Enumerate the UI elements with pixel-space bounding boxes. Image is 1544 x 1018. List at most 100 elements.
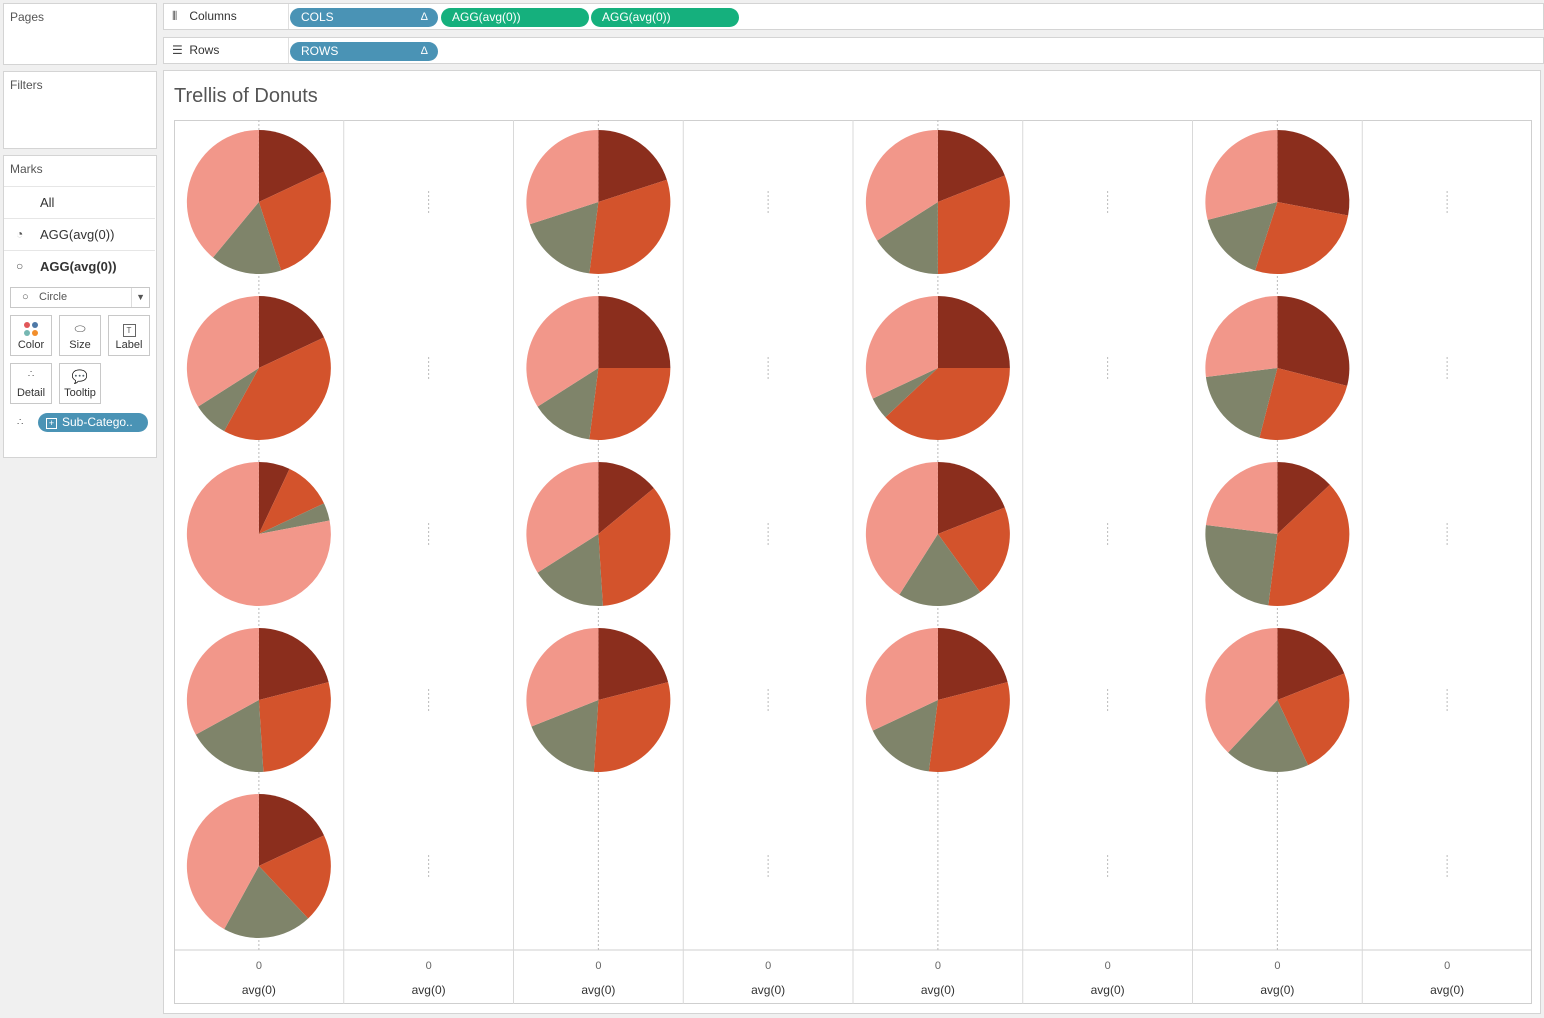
pie-slice — [1205, 462, 1278, 534]
pie-slice — [526, 462, 599, 573]
color-button[interactable]: Color — [10, 315, 52, 356]
columns-shelf[interactable]: ⦀ Columns COLS Δ AGG(avg(0)) AGG(avg(0)) — [163, 3, 1544, 30]
pie-slice — [1205, 524, 1278, 606]
pie-slice — [186, 296, 259, 407]
cols-pill-label: COLS — [301, 10, 334, 24]
pie-slice — [1277, 296, 1350, 386]
plus-box-icon: + — [46, 418, 57, 429]
size-icon: ⬭ — [74, 321, 86, 336]
axis-title: avg(0) — [1091, 983, 1125, 997]
columns-icon: ⦀ — [172, 9, 178, 23]
pie-slice — [865, 462, 938, 595]
filters-card[interactable]: Filters — [3, 71, 157, 149]
sub-category-pill[interactable]: + Sub-Catego.. — [38, 413, 148, 432]
agg-avg-pill-label: AGG(avg(0)) — [452, 10, 521, 24]
sub-category-pill-label: Sub-Catego.. — [62, 415, 133, 429]
color-button-label: Color — [17, 339, 45, 351]
marks-title: Marks — [10, 162, 43, 176]
pie-slice — [258, 462, 290, 534]
rows-label-text: Rows — [189, 43, 220, 57]
axis-title: avg(0) — [581, 983, 615, 997]
columns-label-text: Columns — [189, 9, 237, 23]
pie-slice — [186, 628, 259, 735]
pages-title: Pages — [10, 10, 45, 24]
pie-slice — [598, 296, 671, 368]
pie-slice — [937, 130, 1005, 202]
circle-icon: ○ — [22, 291, 29, 303]
cols-pill[interactable]: COLS Δ — [290, 8, 438, 27]
pie-slice — [1255, 202, 1349, 274]
marks-card: Marks All ◔ AGG(avg(0)) ○ AGG(avg(0)) ○ … — [3, 155, 157, 458]
pie-slice — [899, 534, 981, 606]
axis-zero-tick: 0 — [935, 960, 941, 972]
pie-slice — [1277, 628, 1345, 700]
pie-slice — [186, 130, 259, 258]
label-button-label: Label — [115, 339, 143, 351]
rows-shelf-label: ☰ Rows — [164, 38, 289, 63]
label-button[interactable]: T Label — [108, 315, 150, 356]
axis-zero-tick: 0 — [1274, 960, 1280, 972]
pie-slice — [872, 700, 938, 772]
pie-slice — [224, 866, 309, 938]
detail-button[interactable]: ∴ Detail — [10, 363, 52, 404]
pie-slice — [1268, 484, 1350, 606]
detail-dots-icon: ∴ — [17, 417, 24, 428]
pie-slice — [258, 682, 331, 772]
trellis-chart: 0 avg(0) 0 avg(0) 0 avg(0) 0 avg(0) 0 avg(0) 0 avg(… — [174, 120, 1532, 1004]
size-button[interactable]: ⬭ Size — [59, 315, 101, 356]
pie-slice — [258, 503, 330, 534]
marks-layer-circle[interactable]: ○ AGG(avg(0)) — [4, 250, 155, 281]
axis-title: avg(0) — [751, 983, 785, 997]
pie-slice — [258, 296, 325, 368]
rows-shelf[interactable]: ☰ Rows ROWS Δ — [163, 37, 1544, 64]
pie-slice — [937, 175, 1010, 274]
agg-avg-pill-2[interactable]: AGG(avg(0)) — [591, 8, 739, 27]
filters-title: Filters — [10, 78, 43, 92]
pie-slice — [526, 296, 599, 407]
pie-slice — [258, 171, 331, 271]
rows-pill[interactable]: ROWS Δ — [290, 42, 438, 61]
axis-zero-tick: 0 — [765, 960, 771, 972]
pie-slice — [589, 368, 671, 440]
marks-layer-pie[interactable]: ◔ AGG(avg(0)) — [4, 218, 155, 249]
size-button-label: Size — [69, 339, 91, 351]
pie-slice — [258, 835, 331, 919]
pie-slice — [224, 337, 331, 440]
pie-slice — [537, 534, 603, 606]
pie-slice — [529, 202, 599, 274]
pie-slice — [1205, 130, 1278, 220]
pie-slice — [526, 628, 599, 727]
pie-slice — [1228, 700, 1309, 772]
marks-all-row[interactable]: All — [4, 186, 155, 217]
pages-card: Pages — [3, 3, 157, 65]
pie-slice — [198, 368, 259, 432]
label-text-icon: T — [109, 321, 149, 337]
tooltip-speech-icon: 💬 — [71, 369, 89, 384]
mark-type-dropdown[interactable]: ○ Circle ▼ — [10, 287, 150, 308]
pie-slice — [928, 682, 1010, 772]
chevron-down-icon: ▼ — [131, 288, 145, 307]
pie-slice — [937, 462, 1005, 534]
pie-slice — [258, 130, 325, 202]
trellis-grid: 0 avg(0) 0 avg(0) 0 avg(0) 0 avg(0) 0 avg(0) 0 avg(… — [174, 120, 1532, 1004]
pie-slice — [258, 468, 325, 534]
pie-slice — [865, 130, 938, 241]
pie-icon: ◔ — [16, 227, 24, 241]
pie-slice — [1277, 462, 1330, 534]
pie-slice — [593, 682, 671, 772]
view-title: Trellis of Donuts — [174, 85, 318, 107]
axis-title: avg(0) — [1430, 983, 1464, 997]
agg-avg-pill-1[interactable]: AGG(avg(0)) — [441, 8, 589, 27]
tooltip-button[interactable]: 💬 Tooltip — [59, 363, 101, 404]
pie-slice — [1259, 368, 1348, 440]
delta-icon: Δ — [420, 45, 428, 57]
axis-zero-tick: 0 — [1105, 960, 1111, 972]
pie-slice — [598, 628, 669, 700]
axis-zero-tick: 0 — [1444, 960, 1450, 972]
pie-slice — [1205, 628, 1278, 753]
pie-slice — [598, 462, 654, 534]
pie-slice — [589, 179, 671, 274]
pie-slice — [1207, 202, 1278, 271]
pie-slice — [1205, 368, 1278, 438]
axis-title: avg(0) — [412, 983, 446, 997]
